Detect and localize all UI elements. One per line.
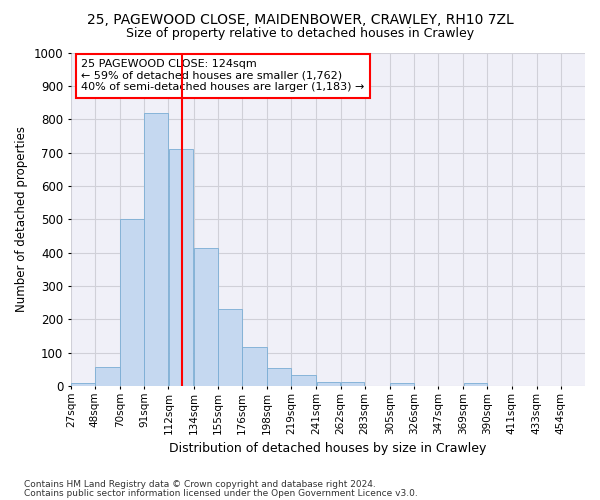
- Bar: [317, 382, 340, 386]
- Y-axis label: Number of detached properties: Number of detached properties: [15, 126, 28, 312]
- Bar: [390, 382, 414, 386]
- Bar: [71, 384, 95, 386]
- Bar: [121, 219, 144, 386]
- Bar: [95, 366, 120, 386]
- Bar: [341, 382, 364, 386]
- Bar: [194, 248, 218, 386]
- Bar: [292, 376, 316, 386]
- Bar: [218, 310, 242, 386]
- Bar: [242, 346, 267, 386]
- Bar: [145, 112, 168, 386]
- Text: Contains public sector information licensed under the Open Government Licence v3: Contains public sector information licen…: [24, 488, 418, 498]
- X-axis label: Distribution of detached houses by size in Crawley: Distribution of detached houses by size …: [169, 442, 487, 455]
- Bar: [169, 149, 193, 386]
- Text: Size of property relative to detached houses in Crawley: Size of property relative to detached ho…: [126, 28, 474, 40]
- Text: 25 PAGEWOOD CLOSE: 124sqm
← 59% of detached houses are smaller (1,762)
40% of se: 25 PAGEWOOD CLOSE: 124sqm ← 59% of detac…: [81, 59, 364, 92]
- Text: 25, PAGEWOOD CLOSE, MAIDENBOWER, CRAWLEY, RH10 7ZL: 25, PAGEWOOD CLOSE, MAIDENBOWER, CRAWLEY…: [86, 12, 514, 26]
- Text: Contains HM Land Registry data © Crown copyright and database right 2024.: Contains HM Land Registry data © Crown c…: [24, 480, 376, 489]
- Bar: [464, 384, 487, 386]
- Bar: [267, 368, 291, 386]
